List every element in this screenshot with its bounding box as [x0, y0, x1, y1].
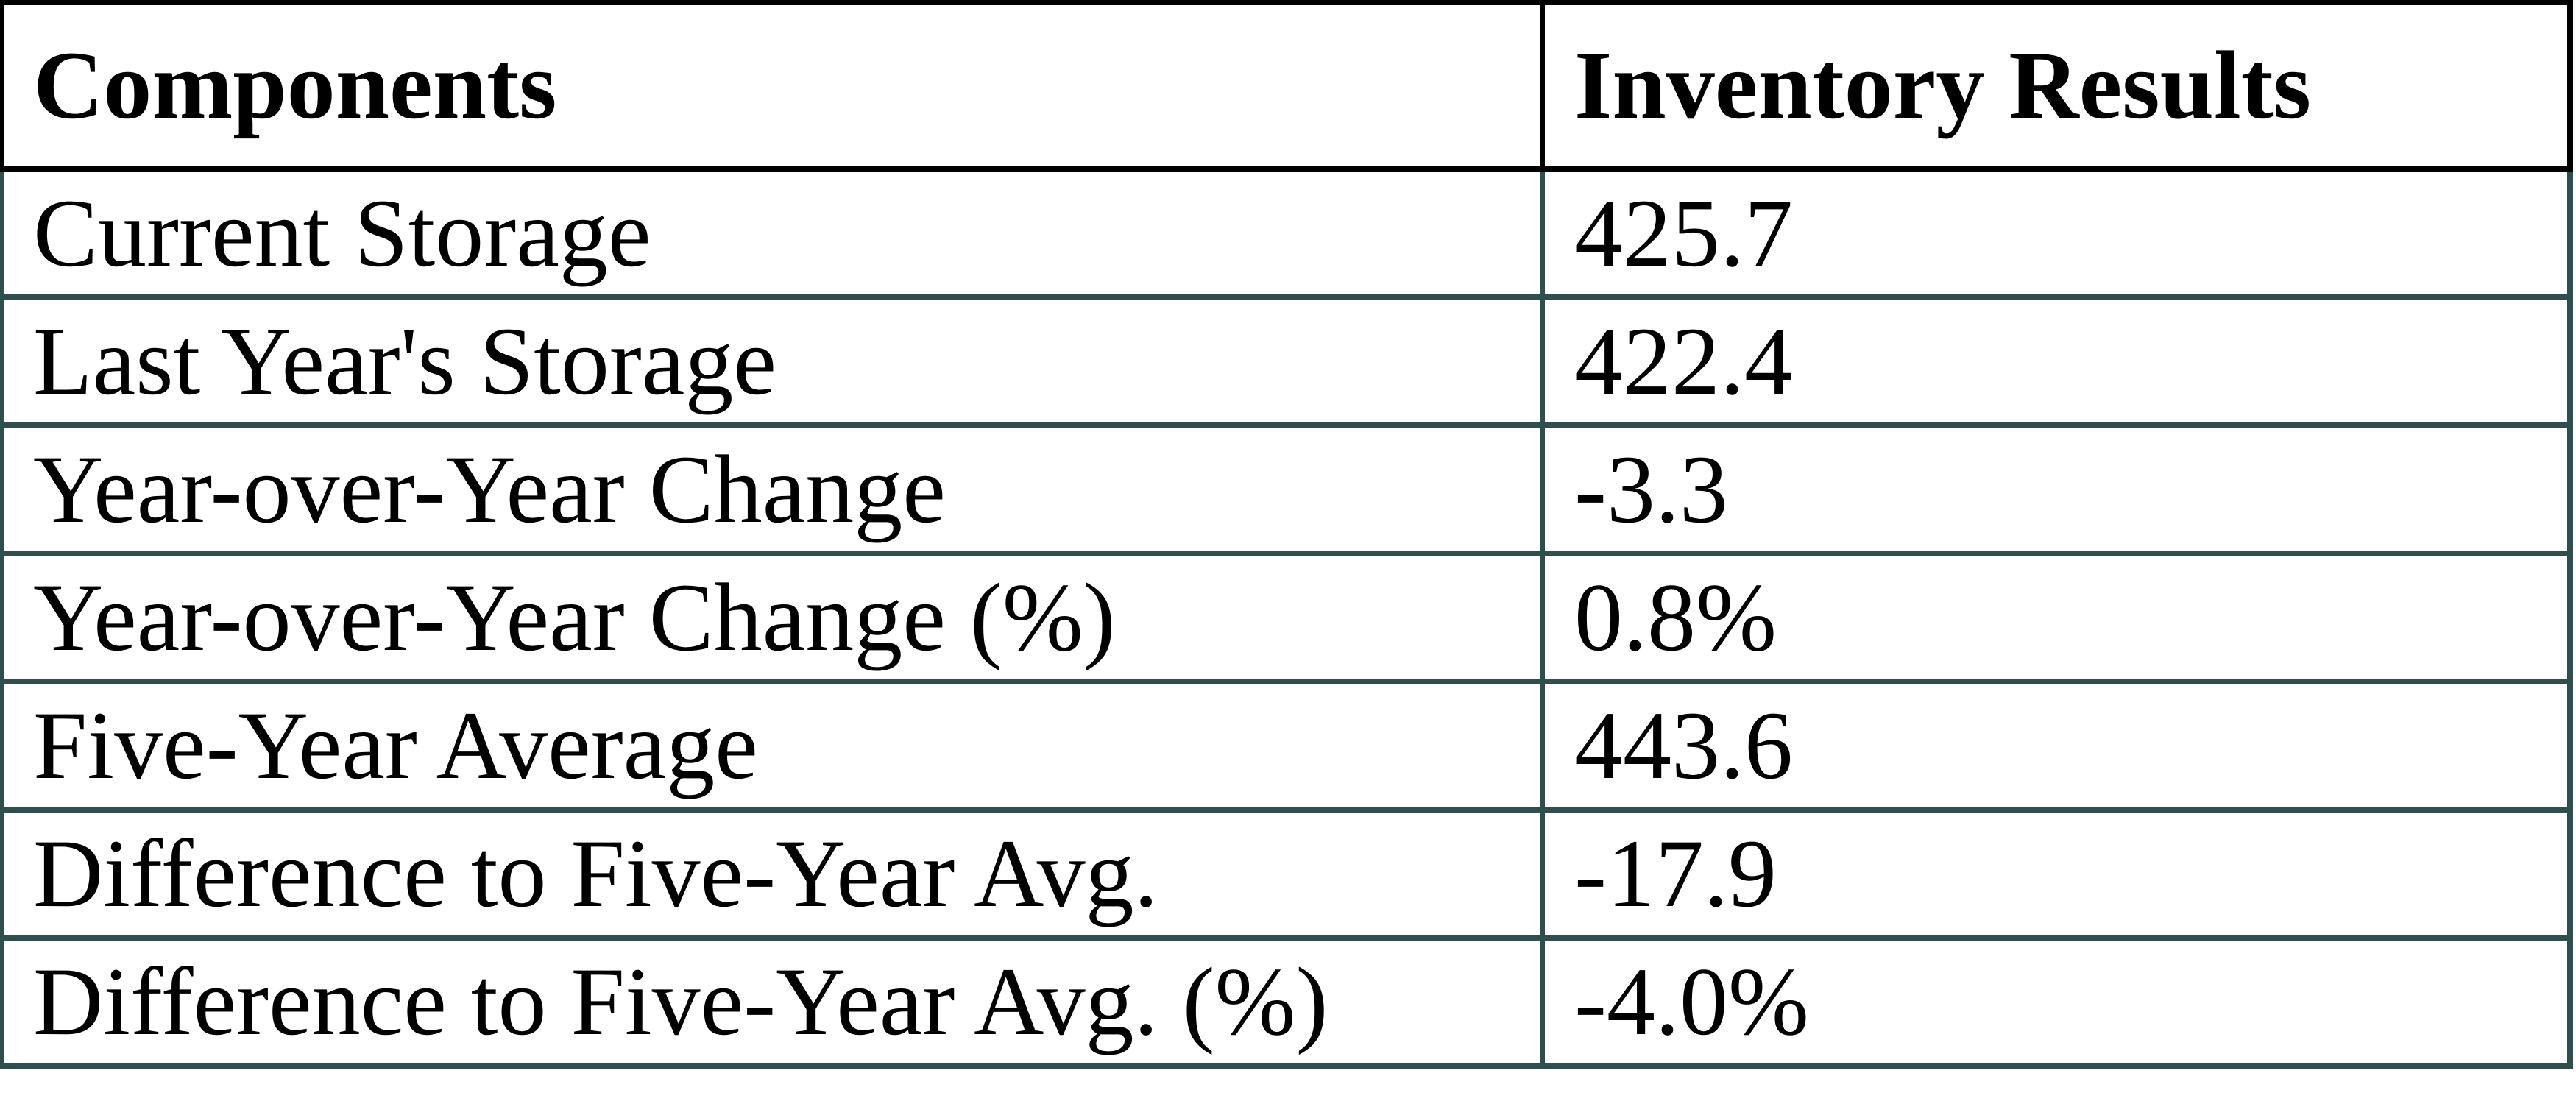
- row-label: Current Storage: [0, 172, 1545, 300]
- table-row-yoy-change: Year-over-Year Change -3.3: [0, 428, 2573, 556]
- table-header-row: Components Inventory Results: [0, 0, 2573, 172]
- row-value: -17.9: [1545, 813, 2573, 941]
- row-label: Year-over-Year Change: [0, 428, 1545, 556]
- row-label: Last Year's Storage: [0, 300, 1545, 428]
- row-value: 0.8%: [1545, 556, 2573, 684]
- row-label: Difference to Five-Year Avg.: [0, 813, 1545, 941]
- column-header-components: Components: [0, 0, 1545, 172]
- table-row-yoy-change-pct: Year-over-Year Change (%) 0.8%: [0, 556, 2573, 684]
- table-row-current-storage: Current Storage 425.7: [0, 172, 2573, 300]
- row-value: 422.4: [1545, 300, 2573, 428]
- row-label: Difference to Five-Year Avg. (%): [0, 941, 1545, 1069]
- row-label: Year-over-Year Change (%): [0, 556, 1545, 684]
- row-value: -3.3: [1545, 428, 2573, 556]
- table-row-five-year-average: Five-Year Average 443.6: [0, 684, 2573, 813]
- row-value: 443.6: [1545, 684, 2573, 813]
- inventory-results-table: Components Inventory Results Current Sto…: [0, 0, 2573, 1069]
- table-row-last-years-storage: Last Year's Storage 422.4: [0, 300, 2573, 428]
- column-header-inventory-results: Inventory Results: [1545, 0, 2573, 172]
- row-value: -4.0%: [1545, 941, 2573, 1069]
- table-row-diff-five-year-avg-pct: Difference to Five-Year Avg. (%) -4.0%: [0, 941, 2573, 1069]
- row-value: 425.7: [1545, 172, 2573, 300]
- table-row-diff-five-year-avg: Difference to Five-Year Avg. -17.9: [0, 813, 2573, 941]
- row-label: Five-Year Average: [0, 684, 1545, 813]
